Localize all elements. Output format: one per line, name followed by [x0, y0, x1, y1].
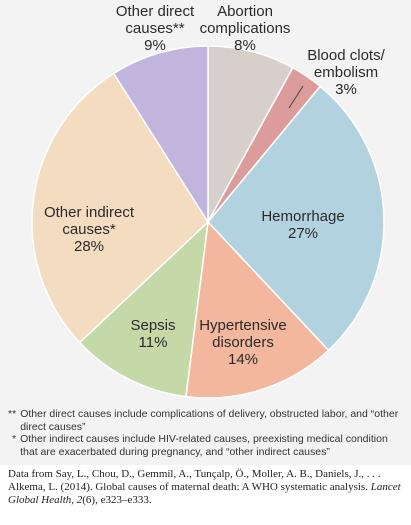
footnote-text: Other indirect causes include HIV-relate… [20, 433, 388, 458]
footnote-text: Other direct causes include complication… [20, 408, 399, 433]
slice-percent-label: 27% [288, 225, 318, 242]
footnotes: ** Other direct causes include complicat… [8, 408, 408, 458]
slice-name-label: disorders [212, 334, 274, 351]
footnote-mark: * [12, 433, 17, 445]
slice-name-label: causes** [125, 20, 184, 37]
slice-percent-label: 28% [74, 238, 104, 255]
pie-slice-other-indirect-causes [31, 72, 209, 344]
pie-slice-hypertensive-disorders [185, 220, 330, 399]
pie-slice-hemorrhage [207, 85, 385, 352]
footnote-mark: ** [8, 408, 17, 420]
slice-name-label: Other direct [116, 3, 195, 20]
slice-name-label: Blood clots/ [307, 47, 385, 64]
slice-name-label: Sepsis [130, 317, 175, 334]
slice-name-label: Other indirect [44, 204, 135, 221]
leader-line-blood-clots [288, 85, 304, 109]
citation-text: Data from Say, L., Chou, D., Gemmil, A.,… [8, 468, 381, 493]
slice-name-label: Hemorrhage [261, 208, 344, 225]
slice-name-label: Hypertensive [199, 317, 287, 334]
pie-slice-other-direct-causes [112, 45, 209, 225]
citation-issue: (6), e323–e333. [82, 494, 152, 506]
slice-percent-label: 8% [234, 37, 256, 54]
chart-figure: Abortion complications 8% Blood clots/embol… [0, 0, 411, 465]
slice-name-label: complications [200, 20, 291, 37]
source-citation: Data from Say, L., Chou, D., Gemmil, A.,… [8, 468, 406, 507]
footnote-other-direct: ** Other direct causes include complicat… [8, 408, 408, 433]
pie-slice-abortion-complications [207, 45, 294, 223]
slice-name-label: embolism [314, 64, 378, 81]
slice-percent-label: 11% [139, 334, 168, 351]
slice-percent-label: 9% [144, 37, 166, 54]
slice-name-label: causes* [62, 221, 116, 238]
slice-percent-label: 14% [228, 351, 258, 368]
footnote-other-indirect: * Other indirect causes include HIV-rela… [8, 433, 408, 458]
pie-slice-sepsis [78, 220, 210, 398]
slice-name-label: Abortion [217, 3, 273, 20]
slice-percent-label: 3% [335, 81, 357, 98]
citation-journal: Lancet Global Health, 2 [8, 481, 401, 506]
